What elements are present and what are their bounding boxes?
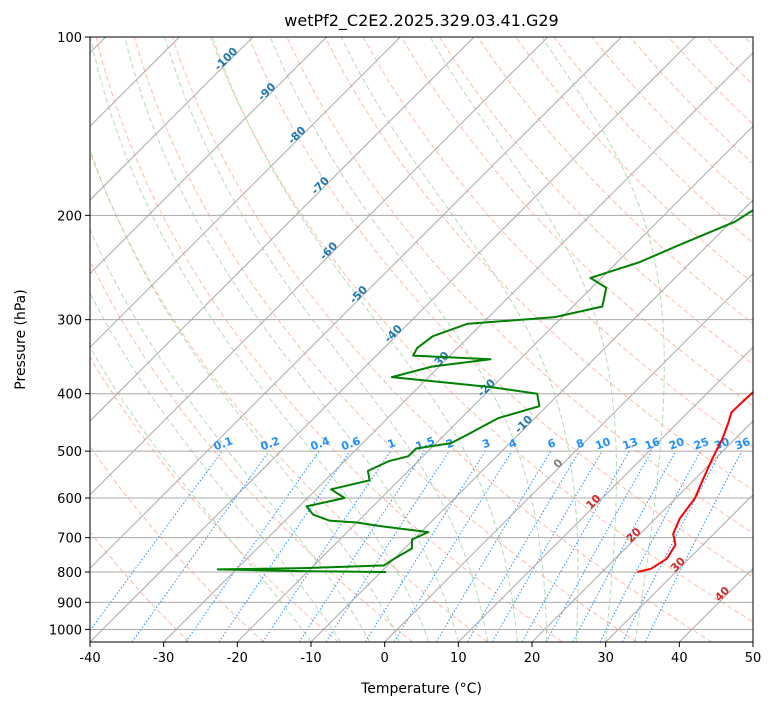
y-tick-label: 100 <box>57 31 82 46</box>
x-tick-label: 50 <box>745 651 762 666</box>
x-tick-label: 30 <box>597 651 614 666</box>
plot-background <box>90 37 753 642</box>
y-tick-label: 400 <box>57 388 82 403</box>
x-tick-label: 0 <box>381 651 389 666</box>
isotherm <box>753 37 775 642</box>
y-tick-label: 1000 <box>49 623 82 638</box>
y-tick-label: 800 <box>57 566 82 581</box>
x-tick-label: 10 <box>450 651 467 666</box>
x-tick-label: 40 <box>671 651 688 666</box>
y-tick-label: 900 <box>57 596 82 611</box>
x-tick-label: 20 <box>524 651 541 666</box>
x-tick-label: -10 <box>300 651 321 666</box>
y-axis-label: Pressure (hPa) <box>13 289 29 389</box>
x-tick-label: -20 <box>227 651 248 666</box>
y-tick-label: 300 <box>57 314 82 329</box>
y-tick-label: 600 <box>57 492 82 507</box>
x-tick-label: -40 <box>79 651 100 666</box>
y-tick-label: 500 <box>57 445 82 460</box>
chart-title: wetPf2_C2E2.2025.329.03.41.G29 <box>284 11 558 31</box>
y-tick-label: 200 <box>57 209 82 224</box>
y-tick-label: 700 <box>57 532 82 547</box>
x-tick-label: -30 <box>153 651 174 666</box>
x-axis-label: Temperature (°C) <box>360 681 482 697</box>
